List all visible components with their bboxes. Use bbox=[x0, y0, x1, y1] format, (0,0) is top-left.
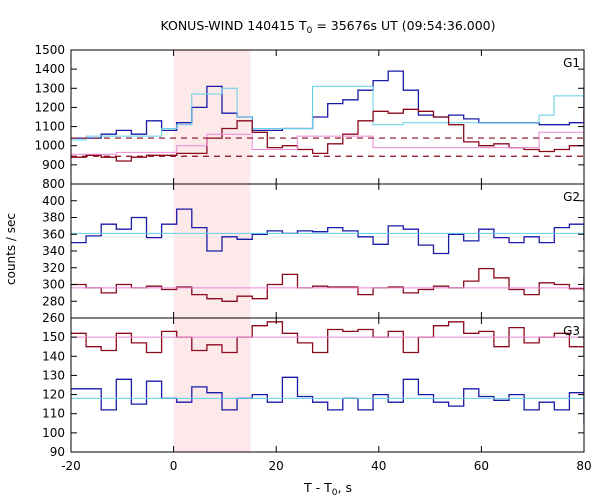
y-tick-label: 360 bbox=[42, 227, 65, 241]
series-signal_model bbox=[71, 85, 584, 141]
y-tick-label: 1100 bbox=[34, 120, 65, 134]
x-tick-label: 0 bbox=[170, 459, 178, 473]
chart-title: KONUS-WIND 140415 T0 = 35676s UT (09:54:… bbox=[160, 18, 495, 36]
y-tick-label: 300 bbox=[42, 278, 65, 292]
panel-g1: 800 900 1000 1100 1200 1300 1400 1500 G1 bbox=[34, 43, 585, 191]
x-tick-label: 80 bbox=[576, 459, 591, 473]
y-tick-label: 1200 bbox=[34, 100, 65, 114]
panel-label: G2 bbox=[563, 190, 580, 204]
y-tick-label: 130 bbox=[42, 368, 65, 382]
y-tick-label: 120 bbox=[42, 388, 65, 402]
y-tick-label: 140 bbox=[42, 349, 65, 363]
series-background bbox=[71, 108, 584, 162]
series-background bbox=[71, 321, 584, 357]
y-tick-label: 320 bbox=[42, 261, 65, 275]
panel-frame bbox=[70, 317, 585, 453]
x-tick-label: 60 bbox=[474, 459, 489, 473]
plot-area: 800900100011001200130014001500G126028030… bbox=[34, 43, 591, 473]
panel-label: G1 bbox=[563, 56, 580, 70]
y-tick-label: 400 bbox=[42, 194, 65, 208]
panel-frame bbox=[70, 183, 585, 319]
y-tick-label: 1400 bbox=[34, 62, 65, 76]
y-tick-label: 380 bbox=[42, 211, 65, 225]
series-background_model bbox=[71, 126, 584, 155]
panel-g2: 260 280 300 320 340 360 380 400 G2 bbox=[42, 183, 585, 325]
y-tick-label: 150 bbox=[42, 330, 65, 344]
y-tick-label: 1300 bbox=[34, 81, 65, 95]
series-signal bbox=[71, 70, 584, 139]
y-tick-label: 800 bbox=[42, 177, 65, 191]
y-tick-label: 340 bbox=[42, 244, 65, 258]
panel-g3: 90 100 110 120 130 140 150 G3 bbox=[42, 317, 585, 459]
x-axis-label: T - T0, s bbox=[303, 480, 352, 498]
panel-series-group bbox=[71, 321, 584, 424]
y-axis-label: counts / sec bbox=[4, 213, 18, 285]
x-tick-label: -20 bbox=[61, 459, 81, 473]
panel-label: G3 bbox=[563, 324, 580, 338]
y-tick-label: 1500 bbox=[34, 43, 65, 57]
series-signal bbox=[71, 208, 584, 255]
x-tick-label: 20 bbox=[269, 459, 284, 473]
y-tick-label: 100 bbox=[42, 426, 65, 440]
panel-series-group bbox=[71, 208, 584, 302]
y-tick-label: 110 bbox=[42, 407, 65, 421]
series-background bbox=[71, 267, 584, 302]
y-tick-label: 90 bbox=[50, 445, 65, 459]
y-tick-label: 280 bbox=[42, 294, 65, 308]
y-tick-label: 900 bbox=[42, 158, 65, 172]
x-tick-label: 40 bbox=[371, 459, 386, 473]
y-tick-label: 1000 bbox=[34, 139, 65, 153]
panel-series-group bbox=[71, 70, 584, 162]
series-signal bbox=[71, 369, 584, 424]
y-tick-label: 260 bbox=[42, 311, 65, 325]
